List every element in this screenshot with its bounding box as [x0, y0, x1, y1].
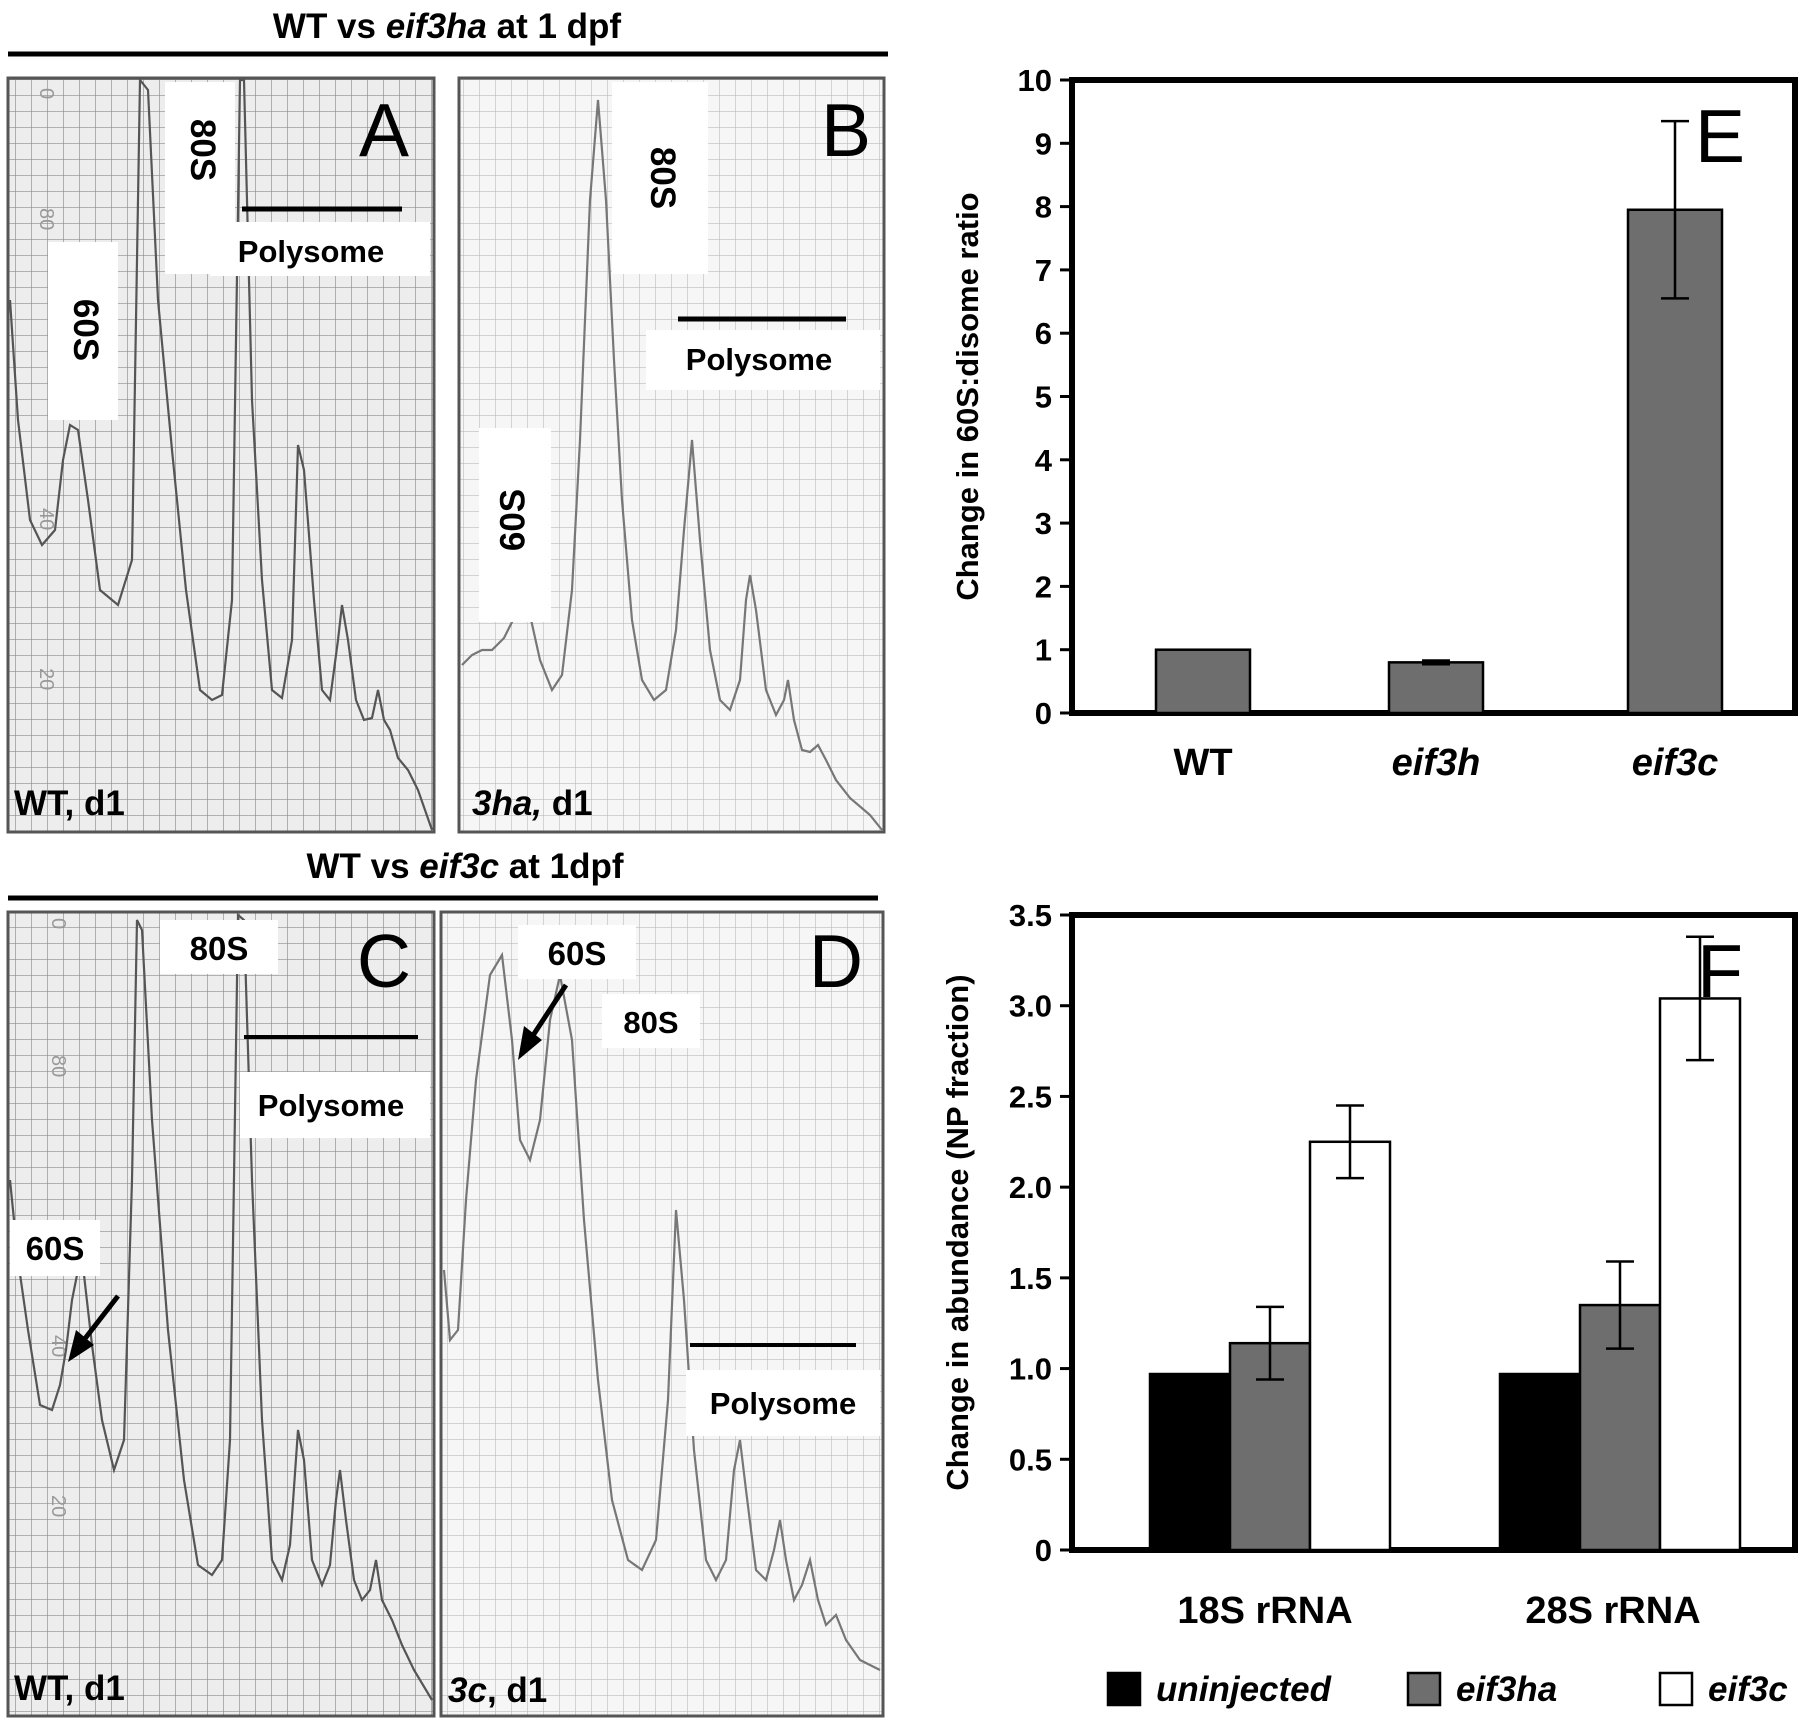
panel-f-bar-uninjected-1	[1498, 1372, 1582, 1552]
panel-b-label-80s: 80S	[643, 147, 682, 209]
panel-e-ytick-label-0: 0	[1035, 696, 1052, 731]
panel-e-ylabel: Change in 60S:disome ratio	[950, 192, 985, 600]
panel-c-60s-arrow	[78, 1294, 120, 1347]
mid-title: WT vs eif3c at 1dpf	[306, 847, 623, 886]
panel-c-label-60s: 60S	[26, 1230, 85, 1267]
panel-f-ytick-label-0: 0	[1035, 1533, 1052, 1568]
panel-b-trace	[461, 99, 883, 831]
panel-d-60s-box	[518, 925, 636, 979]
panel-e-letter: E	[1695, 94, 1745, 178]
panel-a-60s-box	[48, 242, 118, 420]
panel-f-plot-frame	[1069, 912, 1798, 1553]
panel-d: 60S 80S Polysome D 3c, d1	[439, 910, 885, 1718]
svg-text:0: 0	[35, 88, 57, 99]
panel-f-xtick-label-0: 18S rRNA	[1177, 1590, 1352, 1632]
panel-d-polysome-box	[686, 1370, 880, 1436]
panel-d-trace	[442, 951, 881, 1671]
panel-c-polysome-box	[240, 1072, 430, 1138]
panel-e-ytick-label-5: 5	[1035, 380, 1052, 415]
panel-e-ytick-label-4: 4	[1035, 443, 1053, 478]
panel-e-ytick-label-3: 3	[1035, 506, 1052, 541]
panel-f-ytick-label-4: 2.0	[1009, 1170, 1052, 1205]
panel-e-xtick-label-1: eif3h	[1392, 742, 1481, 784]
panel-c-60s-box	[10, 1220, 100, 1276]
panel-e-ytick-label-6: 6	[1035, 316, 1052, 351]
panel-b-label-60s: 60S	[493, 489, 532, 551]
panel-e-ytick-label-9: 9	[1035, 126, 1052, 161]
panel-f-ytick-label-6: 3.0	[1009, 989, 1052, 1024]
panel-d-polysome-label: Polysome	[710, 1386, 856, 1421]
panel-c-grid-ticks: 0 80 40 20	[47, 918, 69, 1517]
panel-b-60s-box	[479, 428, 551, 622]
panel-f-ytick-label-1: 0.5	[1009, 1442, 1052, 1477]
panel-f-legend-label-uninjected: uninjected	[1156, 1670, 1332, 1709]
svg-text:80: 80	[47, 1055, 69, 1077]
svg-text:80: 80	[35, 208, 57, 230]
panel-e-bar-1	[1387, 661, 1485, 715]
panel-e-ytick-label-2: 2	[1035, 569, 1052, 604]
panel-e-ytick-label-10: 10	[1018, 63, 1052, 98]
panel-d-label-80s: 80S	[623, 1005, 678, 1040]
panel-d-label-60s: 60S	[548, 935, 607, 972]
panel-a-polysome-label: Polysome	[238, 234, 384, 269]
panel-a-label-80s: 80S	[183, 119, 222, 181]
panel-c-60s-arrowhead	[68, 1330, 94, 1362]
panel-f-bar-uninjected-0	[1148, 1372, 1232, 1552]
panel-b: 80S 60S Polysome B 3ha, d1	[457, 76, 886, 834]
panel-a-letter: A	[359, 88, 409, 172]
panel-d-60s-arrow	[527, 983, 569, 1042]
panel-f-legend-label-eif3ha: eif3ha	[1456, 1670, 1557, 1709]
panel-b-letter: B	[821, 88, 871, 172]
panel-f-ytick-label-2: 1.0	[1009, 1352, 1052, 1387]
panel-e-xtick-label-2: eif3c	[1632, 742, 1719, 784]
panel-a-grid-ticks: 0 80 40 20	[35, 88, 57, 690]
svg-text:20: 20	[47, 1495, 69, 1517]
panel-d-60s-arrowhead	[518, 1026, 542, 1060]
panel-c: 0 80 40 20 80S Polysome 60S C WT, d1	[6, 910, 436, 1718]
svg-text:0: 0	[47, 918, 69, 929]
panel-f-bar-eif3c-1	[1658, 997, 1742, 1552]
top-title: WT vs eif3ha at 1 dpf	[273, 7, 621, 46]
panel-f-xtick-label-1: 28S rRNA	[1525, 1590, 1700, 1632]
panel-f-ytick-label-7: 3.5	[1009, 898, 1052, 933]
panel-b-80s-box	[612, 82, 708, 274]
svg-text:40: 40	[47, 1335, 69, 1357]
svg-text:40: 40	[35, 508, 57, 530]
panel-e-ytick-label-1: 1	[1035, 633, 1052, 668]
panel-c-80s-box	[160, 920, 278, 974]
panel-e-ytick-label-8: 8	[1035, 190, 1052, 225]
panel-c-label-80s: 80S	[190, 930, 249, 967]
panel-d-footer: 3c, d1	[448, 1671, 547, 1710]
panel-e-ytick-label-7: 7	[1035, 253, 1052, 288]
panel-f-ylabel: Change in abundance (NP fraction)	[940, 974, 975, 1490]
panel-c-letter: C	[357, 919, 411, 1003]
panel-a: 0 80 40 20 80S 60S Polysome A WT, d1	[6, 76, 436, 834]
panel-f-ytick-label-3: 1.5	[1009, 1261, 1052, 1296]
panel-f-legend-swatch-eif3c	[1658, 1671, 1694, 1707]
panel-f-legend-label-eif3c: eif3c	[1708, 1670, 1788, 1709]
panel-d-letter: D	[809, 919, 863, 1003]
panel-e-bar-0	[1154, 648, 1252, 715]
panel-c-footer: WT, d1	[14, 1669, 125, 1708]
panel-f-legend-swatch-uninjected	[1106, 1671, 1142, 1707]
panel-e-chart: E 0 1 2 3 4 5 6 7 8 9 10 WT eif3h eif3c Change in 60S:…	[950, 63, 1798, 784]
panel-b-footer: 3ha, d1	[472, 784, 593, 823]
panel-f-bar-eif3c-0	[1308, 1140, 1392, 1552]
panel-b-polysome-label: Polysome	[686, 342, 832, 377]
svg-text:20: 20	[35, 668, 57, 690]
panel-c-polysome-label: Polysome	[258, 1088, 404, 1123]
panel-f-legend-swatch-eif3ha	[1406, 1671, 1442, 1707]
panel-a-footer: WT, d1	[14, 784, 125, 823]
panel-d-80s-box	[602, 994, 700, 1048]
panel-a-label-60s: 60S	[66, 299, 105, 361]
panel-a-polysome-box	[210, 222, 430, 276]
panel-c-grid	[6, 910, 436, 1718]
panel-f-ytick-label-5: 2.5	[1009, 1079, 1052, 1114]
panel-b-polysome-box	[646, 330, 880, 390]
panel-e-xtick-label-0: WT	[1173, 742, 1232, 784]
